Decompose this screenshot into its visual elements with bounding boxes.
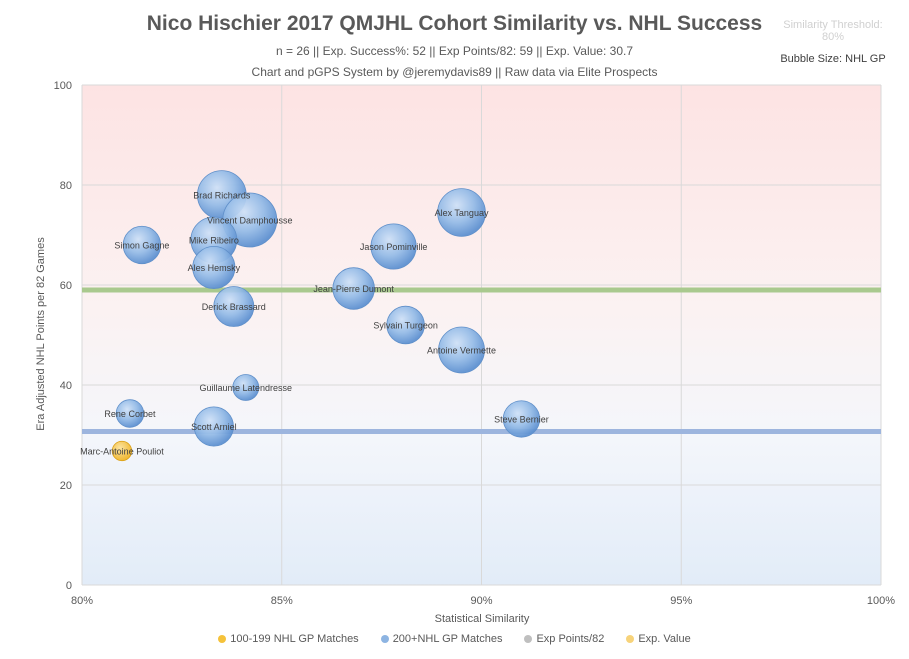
chart-subtitle-stats: n = 26 || Exp. Success%: 52 || Exp Point… [275, 44, 634, 58]
bubble-label: Derick Brassard [202, 302, 266, 312]
bubble-point [192, 245, 236, 290]
bubble-point [437, 188, 486, 237]
bubble-point [232, 374, 260, 401]
bubble-point [332, 267, 375, 310]
bubble-point [370, 223, 417, 270]
bubble-label: Simon Gagne [114, 241, 169, 251]
bubble-label: Alex Tanguay [435, 208, 489, 218]
x-tick-label: 85% [271, 595, 293, 607]
legend-label: Exp. Value [638, 633, 691, 645]
bubble-point [193, 406, 234, 447]
legend-item: Exp Points/82 [524, 633, 604, 645]
y-tick-label: 80 [60, 180, 72, 192]
bubble-point [502, 400, 541, 438]
bubble-label: Jason Pominville [360, 242, 428, 252]
chart-title: Nico Hischier 2017 QMJHL Cohort Similari… [146, 12, 763, 35]
legend-marker [218, 635, 227, 643]
bubble-label: Marc-Antoine Pouliot [80, 447, 164, 457]
y-tick-label: 100 [54, 80, 72, 92]
bubble-label: Scott Arniel [191, 422, 237, 432]
legend-label: Exp Points/82 [536, 633, 605, 645]
bubble-label: Ales Hemsky [188, 263, 241, 273]
legend-item: 200+NHL GP Matches [380, 633, 503, 645]
chart-subtitle-credits: Chart and pGPS System by @jeremydavis89 … [251, 65, 658, 79]
x-tick-label: 100% [867, 595, 895, 607]
axis-ticks: 80% 85% 90% 95% 100% 0 20 40 60 80 100 [54, 80, 896, 607]
bubble-point [213, 286, 255, 327]
legend-label: 100-199 NHL GP Matches [230, 633, 359, 645]
bubble-point [111, 440, 133, 462]
legend-marker [380, 635, 389, 643]
y-tick-label: 40 [60, 380, 72, 392]
x-tick-label: 90% [470, 595, 492, 607]
bubble-point [122, 225, 162, 265]
bubble-point [438, 326, 485, 374]
bubble-size-note: Bubble Size: NHL GP [780, 53, 886, 65]
x-axis-title: Statistical Similarity [435, 613, 530, 625]
y-tick-label: 0 [66, 580, 72, 592]
legend-marker [524, 635, 533, 643]
x-tick-label: 80% [71, 595, 93, 607]
legend-item: 100-199 NHL GP Matches [218, 633, 359, 645]
bubble-point [386, 305, 425, 345]
y-tick-label: 60 [60, 280, 72, 292]
bubble-label: Rene Corbet [104, 409, 156, 419]
y-axis-title: Era Adjusted NHL Points per 82 Games [35, 237, 47, 431]
legend-marker [626, 635, 635, 643]
bubble-label: Antoine Vermette [427, 346, 496, 356]
bubble-label: Sylvain Turgeon [373, 321, 438, 331]
bubble-label: Steve Bernier [494, 415, 549, 425]
bubble-point [115, 399, 145, 428]
bubble-label: Brad Richards [193, 191, 251, 201]
chart-legend: 100-199 NHL GP Matches 200+NHL GP Matches… [0, 633, 909, 645]
y-tick-label: 20 [60, 480, 72, 492]
legend-item: Exp. Value [626, 633, 691, 645]
similarity-threshold-note: Similarity Threshold: 80% [783, 19, 883, 43]
bubbles [111, 170, 541, 462]
bubble-label: Mike Ribeiro [189, 236, 239, 246]
bubble-label: Jean-Pierre Dumont [313, 284, 394, 294]
legend-label: 200+NHL GP Matches [392, 633, 503, 645]
bubble-label: Guillaume Latendresse [200, 383, 293, 393]
grid-lines [81, 84, 882, 586]
bubble-label: Vincent Damphousse [207, 216, 292, 226]
x-tick-label: 95% [670, 595, 692, 607]
bubble-labels: Marc-Antoine Pouliot Brad Richards Vincent… [80, 191, 549, 457]
